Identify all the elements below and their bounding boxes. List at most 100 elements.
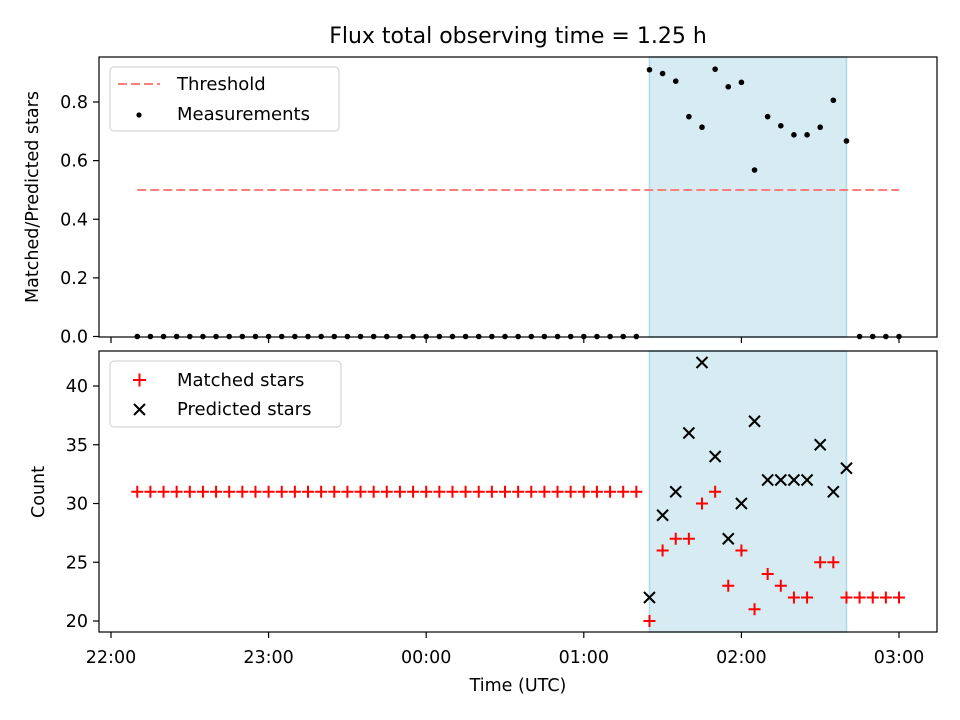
matched-stars-point bbox=[696, 497, 708, 510]
matched-stars-point bbox=[564, 485, 577, 498]
ratio-panel-frame bbox=[98, 56, 938, 338]
matched-stars-point bbox=[853, 591, 866, 604]
measurement-point bbox=[738, 79, 745, 86]
matched-stars-point bbox=[157, 485, 170, 498]
measurement-point bbox=[751, 167, 758, 173]
y-tick-label: 0.6 bbox=[60, 152, 88, 172]
matched-stars-point bbox=[367, 485, 380, 498]
matched-stars-point bbox=[538, 485, 551, 498]
measurement-point bbox=[843, 138, 850, 144]
measurement-point bbox=[699, 124, 705, 131]
measurement-point bbox=[764, 113, 771, 120]
predicted-stars-point bbox=[708, 450, 722, 463]
matched-stars-point bbox=[485, 485, 498, 498]
measurement-point bbox=[804, 132, 810, 138]
count-panel-frame bbox=[98, 350, 938, 633]
measurement-point bbox=[778, 122, 784, 129]
legend-ratio: Threshold Measurements bbox=[109, 66, 340, 132]
matched-stars-point bbox=[748, 603, 761, 616]
matched-stars-point bbox=[328, 485, 341, 498]
x-tick-label: 02:00 bbox=[716, 648, 766, 668]
matched-stars-point bbox=[893, 591, 905, 604]
x-tick-label: 23:00 bbox=[243, 648, 293, 668]
measurement-point bbox=[830, 97, 837, 104]
x-tick-label: 00:00 bbox=[401, 648, 451, 668]
y-tick-label: 0.0 bbox=[60, 328, 88, 348]
matched-stars-point bbox=[433, 485, 446, 498]
matched-stars-point bbox=[512, 485, 525, 498]
matched-stars-point bbox=[709, 485, 722, 498]
matched-stars-point bbox=[761, 568, 774, 580]
matched-stars-point bbox=[341, 485, 354, 498]
matched-stars-point bbox=[380, 485, 393, 498]
matched-stars-point bbox=[420, 485, 433, 498]
matched-stars-point bbox=[262, 485, 275, 498]
legend-predicted-swatch bbox=[133, 403, 146, 416]
measurement-point bbox=[672, 78, 679, 84]
chart-title: Flux total observing time = 1.25 h bbox=[329, 24, 707, 49]
matched-stars-point bbox=[669, 532, 682, 545]
y-tick-label: 30 bbox=[66, 495, 88, 515]
measurement-point bbox=[659, 70, 666, 77]
legend-matched-label: Matched stars bbox=[177, 370, 304, 391]
measurement-point bbox=[646, 66, 653, 73]
predicted-stars-point bbox=[761, 473, 774, 487]
observing-span bbox=[648, 350, 848, 633]
y-tick-label: 35 bbox=[66, 436, 88, 456]
matched-stars-point bbox=[210, 485, 223, 498]
measurement-point bbox=[712, 66, 718, 72]
matched-stars-point bbox=[551, 485, 564, 498]
matched-stars-point bbox=[446, 485, 459, 498]
matched-stars-point bbox=[801, 591, 814, 604]
predicted-stars-point bbox=[669, 485, 682, 498]
ratio-panel: 0.00.20.40.60.8 Matched/Predicted stars … bbox=[23, 56, 938, 348]
predicted-stars-point bbox=[682, 426, 696, 440]
matched-stars-point bbox=[302, 485, 314, 498]
matched-stars-point bbox=[223, 485, 236, 498]
matched-stars-point bbox=[354, 485, 367, 498]
measurement-point bbox=[817, 124, 823, 131]
matched-stars-point bbox=[643, 615, 656, 627]
x-tick-label: 03:00 bbox=[874, 648, 924, 668]
predicted-stars-point bbox=[748, 415, 761, 428]
predicted-stars-point bbox=[643, 591, 656, 604]
legend-measurements-label: Measurements bbox=[177, 104, 310, 125]
observing-span bbox=[648, 56, 848, 338]
predicted-stars-point bbox=[787, 473, 801, 487]
predicted-stars-point bbox=[774, 473, 788, 487]
matched-stars-point bbox=[840, 591, 853, 604]
predicted-stars-point bbox=[722, 532, 735, 545]
matched-stars-point bbox=[604, 485, 617, 498]
matched-stars-point bbox=[315, 485, 328, 498]
matched-stars-point bbox=[525, 485, 538, 498]
matched-stars-point bbox=[682, 532, 695, 545]
predicted-stars-point bbox=[827, 485, 840, 498]
predicted-stars-point bbox=[695, 356, 709, 369]
legend-matched-swatch bbox=[133, 373, 146, 387]
matched-stars-point bbox=[407, 485, 420, 498]
y-tick-label: 0.2 bbox=[60, 269, 88, 289]
y-axis-label-count: Count bbox=[29, 466, 49, 518]
y-tick-label: 20 bbox=[66, 612, 88, 632]
matched-stars-point bbox=[472, 485, 485, 498]
legend-measurements-swatch bbox=[136, 112, 142, 118]
matched-stars-point bbox=[879, 591, 892, 604]
matched-stars-point bbox=[459, 485, 472, 498]
predicted-stars-point bbox=[800, 473, 814, 487]
x-tick-label: 22:00 bbox=[86, 648, 136, 668]
matched-stars-point bbox=[722, 579, 735, 592]
matched-stars-point bbox=[827, 556, 840, 569]
legend-predicted-label: Predicted stars bbox=[177, 399, 311, 420]
matched-stars-point bbox=[236, 485, 249, 498]
matched-stars-point bbox=[393, 485, 406, 498]
matched-stars-point bbox=[787, 591, 800, 604]
y-tick-label: 0.4 bbox=[60, 210, 88, 230]
y-tick-label: 0.8 bbox=[60, 93, 88, 113]
predicted-stars-point bbox=[813, 438, 827, 451]
matched-stars-point bbox=[288, 485, 301, 498]
y-tick-label: 40 bbox=[66, 377, 88, 397]
count-panel: 20 25 30 35 40 22:00 23:00 00:00 01:00 02:00 03:0… bbox=[29, 350, 938, 668]
matched-stars-point bbox=[144, 485, 157, 498]
matched-stars-point bbox=[249, 485, 262, 498]
